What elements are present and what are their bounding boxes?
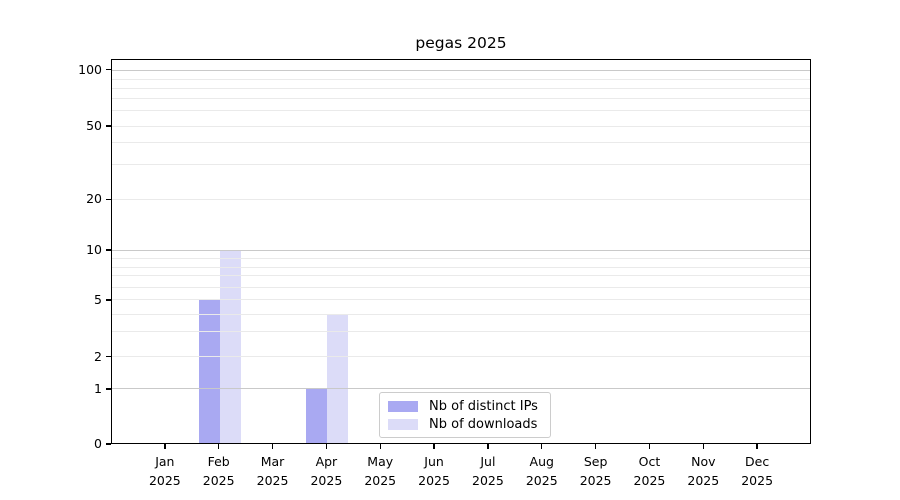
x-tick-label: Dec 2025 (741, 454, 774, 488)
y-tick-mark (106, 198, 111, 201)
y-gridline-minor (112, 141, 810, 143)
bar-downloads (327, 314, 349, 443)
y-gridline-minor (112, 274, 810, 276)
x-tick-label: Oct 2025 (633, 454, 666, 488)
x-tick-label: May 2025 (364, 454, 397, 488)
y-gridline-minor (112, 78, 810, 80)
y-gridline-minor (112, 110, 810, 112)
y-gridline-major (112, 249, 810, 251)
y-tick-mark (106, 125, 111, 127)
y-tick-label: 50 (86, 117, 102, 133)
x-tick-label: Sep 2025 (579, 454, 612, 488)
x-tick-mark (271, 444, 274, 449)
y-gridline-minor (112, 313, 810, 315)
legend-swatch-downloads (388, 419, 418, 430)
legend-swatch-distinct-ips (388, 401, 418, 412)
y-tick-label: 1 (94, 380, 102, 396)
y-tick-label: 2 (94, 348, 102, 364)
y-tick-mark (106, 249, 111, 251)
y-tick-label: 5 (94, 292, 102, 308)
chart-title: pegas 2025 (415, 34, 507, 52)
bar-distinct-ips (306, 388, 328, 443)
y-tick-label: 20 (86, 191, 102, 207)
x-tick-label: Aug 2025 (525, 454, 558, 488)
y-gridline-major (112, 69, 810, 71)
y-gridline-minor (112, 331, 810, 333)
y-gridline-minor (112, 355, 810, 357)
x-tick-label: Apr 2025 (310, 454, 343, 488)
y-gridline-minor (112, 164, 810, 166)
x-tick-mark (379, 444, 381, 449)
legend-label: Nb of downloads (429, 417, 538, 432)
y-gridline-minor (112, 87, 810, 89)
x-tick-mark (325, 444, 328, 449)
bar-downloads (219, 250, 241, 443)
y-tick-mark (106, 356, 111, 358)
y-gridline-minor (112, 258, 810, 260)
legend-label: Nb of distinct IPs (429, 399, 538, 414)
x-tick-label: Jul 2025 (472, 454, 504, 488)
x-tick-mark (487, 444, 489, 449)
x-tick-mark (756, 444, 758, 449)
legend: Nb of distinct IPs Nb of downloads (379, 392, 551, 438)
y-tick-label: 0 (94, 436, 102, 451)
x-tick-mark (594, 444, 597, 449)
y-gridline-minor (112, 286, 810, 288)
y-tick-mark (106, 68, 111, 71)
x-tick-mark (702, 444, 704, 449)
legend-row: Nb of distinct IPs (388, 398, 542, 415)
plot-area: Nb of distinct IPs Nb of downloads (111, 59, 811, 444)
y-tick-label: 10 (86, 241, 102, 257)
x-tick-label: Jan 2025 (148, 454, 181, 488)
x-tick-mark (541, 444, 543, 449)
bar-distinct-ips (198, 299, 220, 443)
x-tick-mark (217, 444, 220, 449)
y-gridline-minor (112, 126, 810, 128)
x-tick-label: Nov 2025 (687, 454, 720, 488)
y-tick-mark (106, 299, 111, 301)
legend-row: Nb of downloads (388, 416, 542, 433)
x-tick-label: Mar 2025 (256, 454, 289, 488)
x-tick-mark (648, 444, 651, 449)
y-gridline-minor (112, 98, 810, 100)
y-tick-mark (106, 443, 111, 445)
x-tick-mark (433, 444, 435, 449)
x-tick-label: Feb 2025 (202, 454, 235, 488)
y-tick-mark (106, 388, 111, 390)
y-gridline-minor (112, 199, 810, 201)
y-tick-label: 100 (78, 61, 102, 77)
y-gridline-major (112, 387, 810, 389)
x-tick-mark (164, 444, 166, 449)
y-gridline-minor (112, 299, 810, 301)
y-gridline-minor (112, 266, 810, 268)
x-tick-label: Jun 2025 (418, 454, 450, 488)
